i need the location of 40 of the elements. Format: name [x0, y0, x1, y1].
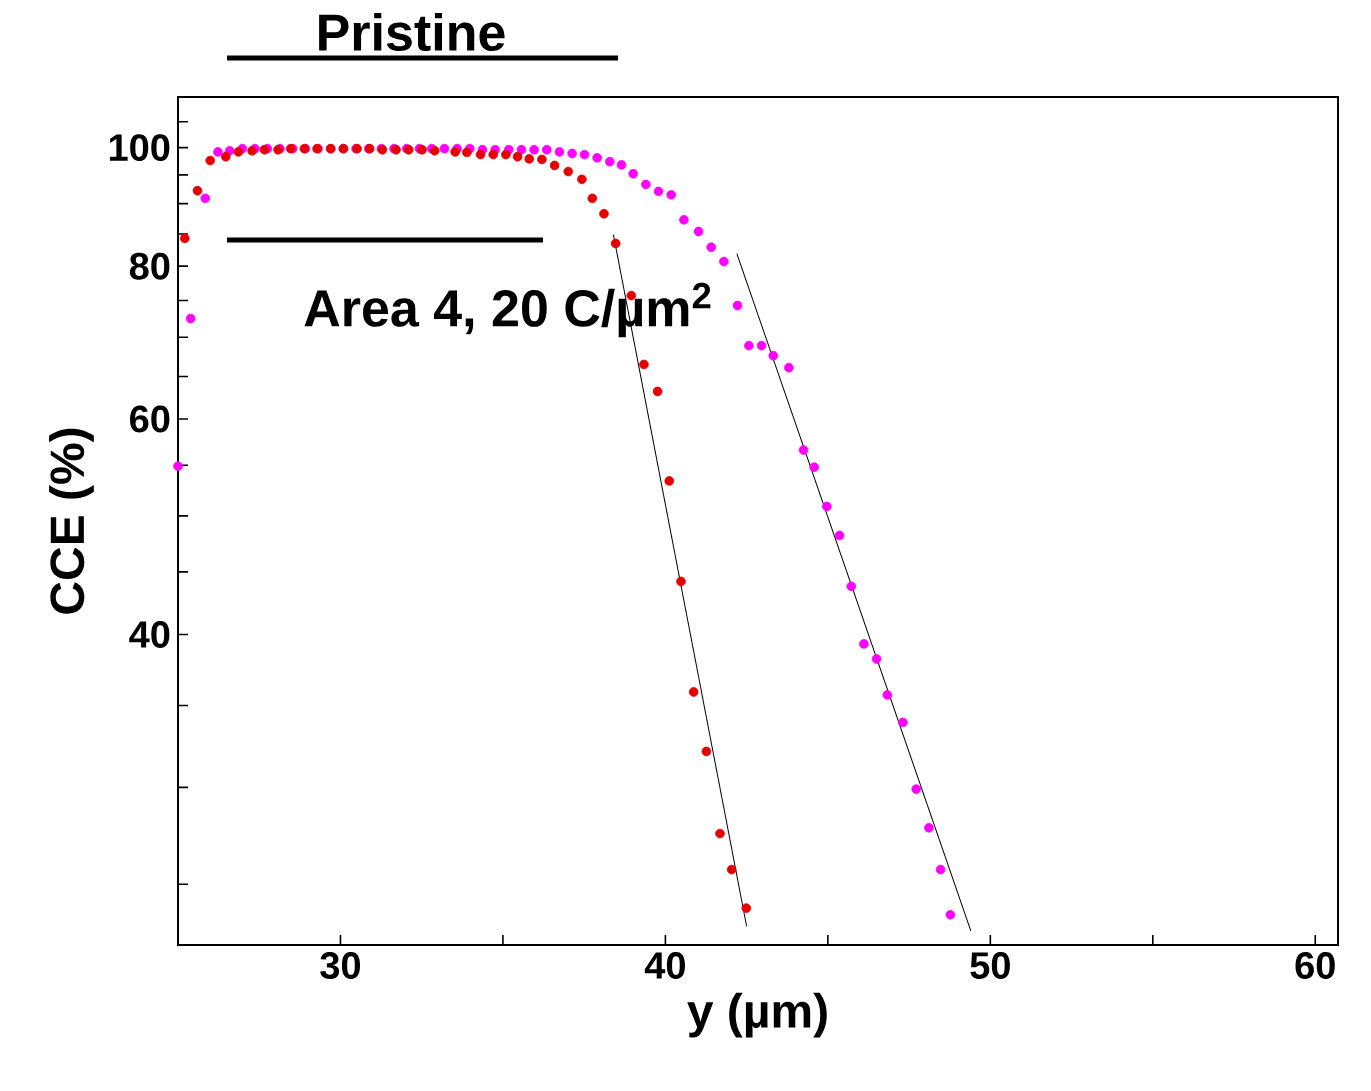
point	[537, 154, 547, 165]
point	[475, 149, 486, 160]
x-tick-label: 50	[970, 952, 1010, 979]
x-tick-label: 30	[320, 952, 361, 979]
point	[192, 185, 203, 196]
y-tick-label: 60	[130, 405, 170, 433]
point	[741, 903, 752, 913]
y-tick-label: 80	[129, 252, 170, 280]
point	[563, 166, 574, 177]
point	[233, 147, 244, 157]
point	[599, 208, 609, 219]
point	[501, 149, 511, 160]
point	[549, 160, 560, 171]
point	[610, 238, 621, 249]
point	[512, 151, 523, 162]
point	[577, 174, 587, 185]
annotation: Area 4, 20 C/µm$^{2}$	[304, 282, 711, 338]
point	[462, 147, 472, 158]
point	[639, 359, 649, 370]
x-tick-label: 40	[644, 952, 685, 979]
text: Pristine	[319, 12, 505, 52]
y-axis-title: CCE (%)	[49, 428, 94, 614]
point	[652, 386, 663, 397]
point	[220, 151, 231, 162]
point	[715, 828, 725, 839]
point	[701, 746, 712, 757]
y-tick-label: 40	[129, 621, 170, 648]
point	[676, 576, 686, 587]
y-tick-label: 100	[109, 134, 170, 162]
point	[205, 155, 215, 166]
point	[664, 476, 675, 486]
point	[180, 233, 190, 244]
x-axis-title: y (µm)	[687, 992, 827, 1038]
point	[450, 147, 460, 157]
x-tick-label: 60	[1295, 952, 1335, 979]
point	[688, 687, 699, 697]
point	[587, 193, 598, 204]
point	[726, 864, 737, 875]
point	[524, 154, 535, 164]
point	[488, 149, 498, 160]
